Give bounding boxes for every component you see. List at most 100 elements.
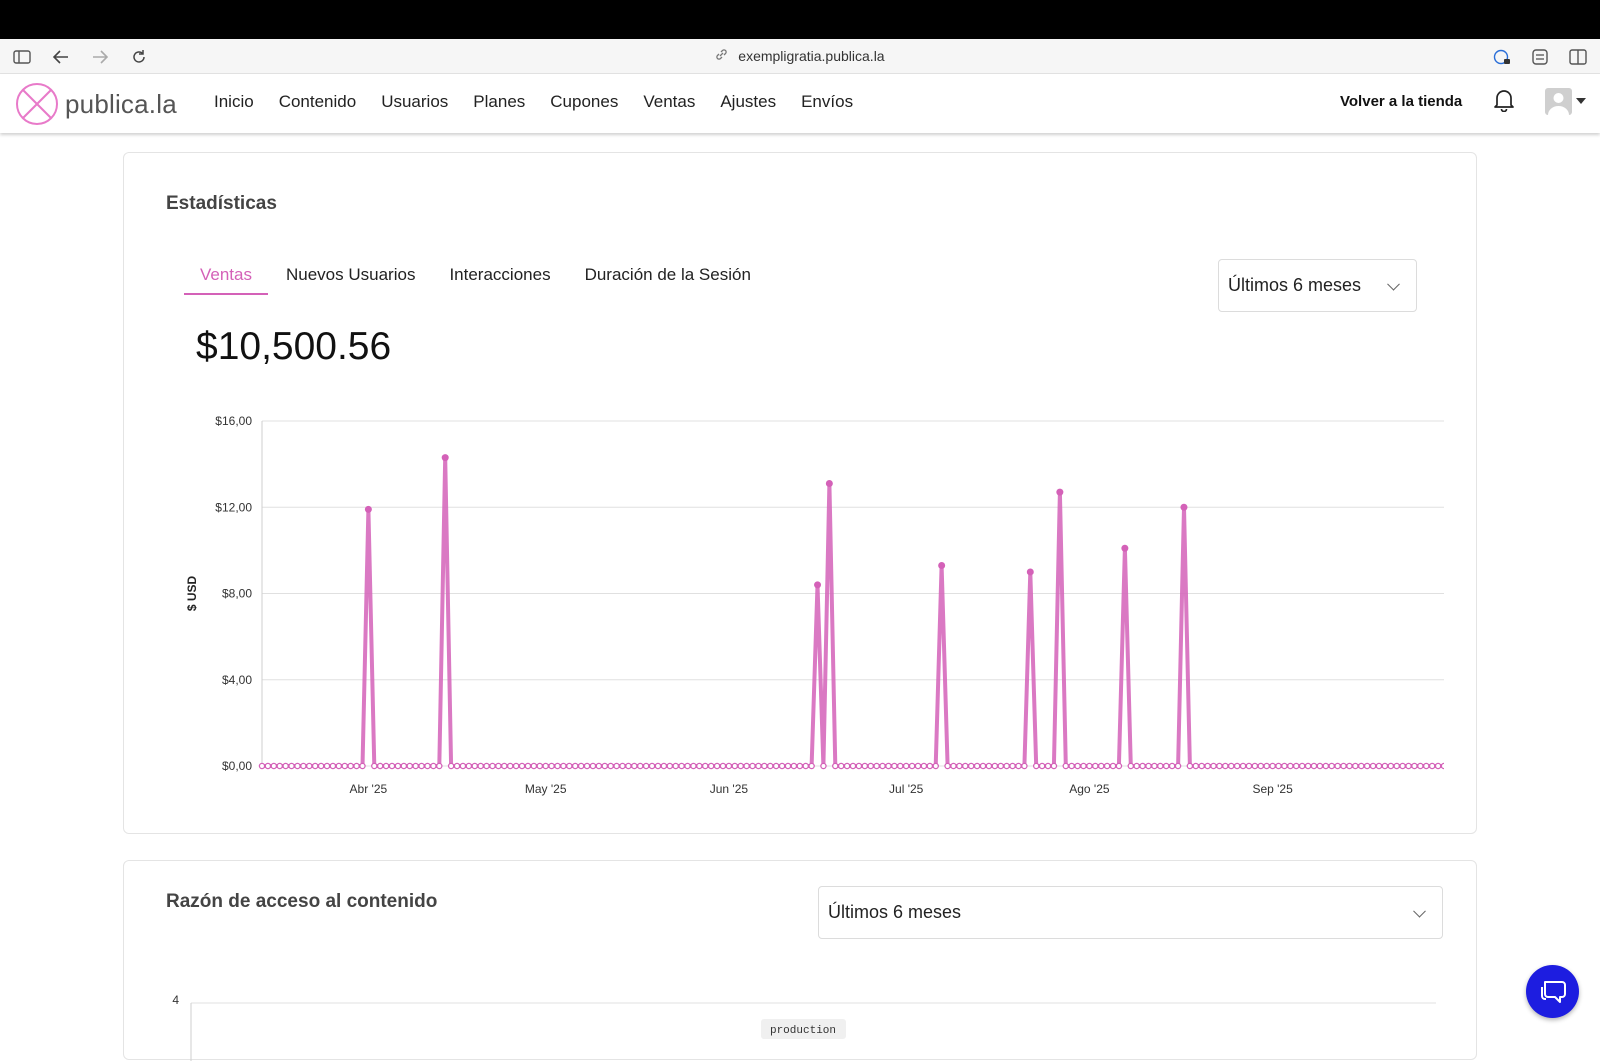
- zero-point: [1222, 762, 1229, 770]
- y-tick-label: $4,00: [222, 673, 252, 687]
- avatar[interactable]: [1545, 88, 1572, 115]
- zero-point: [489, 762, 496, 770]
- zero-point: [696, 762, 703, 770]
- zero-point: [843, 762, 851, 770]
- user-menu-caret-icon[interactable]: [1576, 98, 1586, 104]
- zero-point: [991, 762, 999, 770]
- zero-point: [920, 762, 928, 770]
- extensions-icon[interactable]: [1530, 47, 1550, 67]
- back-to-store-link[interactable]: Volver a la tienda: [1340, 93, 1463, 110]
- y-tick-label: $16,00: [215, 414, 252, 428]
- zero-point: [690, 762, 697, 770]
- zero-point: [1298, 762, 1306, 770]
- zero-point: [371, 762, 378, 770]
- tab-duracion-sesion[interactable]: Duración de la Sesión: [584, 265, 751, 284]
- zero-point: [311, 762, 319, 770]
- access-y-tick-label: 4: [172, 993, 179, 1007]
- zero-point: [1287, 762, 1294, 770]
- x-tick-label: May '25: [525, 782, 567, 796]
- zero-point: [512, 762, 520, 770]
- split-view-icon[interactable]: [1568, 47, 1588, 67]
- zero-point: [684, 762, 691, 770]
- zero-point: [394, 762, 402, 770]
- zero-point: [477, 762, 484, 770]
- zero-point: [1204, 762, 1211, 770]
- zero-point: [400, 762, 408, 770]
- zero-point: [1080, 762, 1087, 770]
- zero-point: [1328, 762, 1335, 770]
- access-reason-card: Razón de acceso al contenido Últimos 6 m…: [123, 860, 1477, 1061]
- zero-point: [932, 762, 939, 770]
- zero-point: [554, 762, 561, 770]
- nav-ventas[interactable]: Ventas: [643, 92, 696, 111]
- tab-interacciones[interactable]: Interacciones: [449, 265, 551, 284]
- tab-nuevos-usuarios[interactable]: Nuevos Usuarios: [286, 265, 416, 284]
- zero-point: [648, 762, 656, 770]
- sidebar-toggle-icon[interactable]: [12, 47, 32, 67]
- nav-cupones[interactable]: Cupones: [550, 92, 619, 111]
- data-point: [364, 505, 372, 513]
- stats-range-select[interactable]: Últimos 6 meses: [1218, 259, 1417, 312]
- forward-arrow-icon[interactable]: [90, 47, 110, 67]
- sales-total: $10,500.56: [196, 325, 392, 368]
- access-reason-title: Razón de acceso al contenido: [166, 891, 438, 912]
- zero-point: [1162, 762, 1170, 770]
- app-navbar: publica.la Inicio Contenido Usuarios Pla…: [0, 74, 1600, 133]
- zero-point: [1405, 762, 1412, 770]
- zero-point: [767, 762, 774, 770]
- nav-planes[interactable]: Planes: [473, 92, 526, 111]
- zero-point: [589, 762, 597, 770]
- nav-ajustes[interactable]: Ajustes: [720, 92, 777, 111]
- nav-inicio[interactable]: Inicio: [214, 92, 254, 111]
- zero-point: [376, 762, 384, 770]
- tab-ventas[interactable]: Ventas: [184, 265, 268, 295]
- x-tick-label: Abr '25: [350, 782, 388, 796]
- zero-point: [849, 762, 857, 770]
- chat-support-button[interactable]: [1526, 965, 1579, 1018]
- reload-icon[interactable]: [129, 47, 149, 67]
- zero-point: [436, 762, 443, 770]
- zero-point: [406, 762, 413, 770]
- password-manager-icon[interactable]: [1492, 47, 1512, 67]
- zero-point: [518, 762, 526, 770]
- zero-point: [306, 762, 313, 770]
- zero-point: [359, 762, 366, 770]
- brand-logo[interactable]: publica.la: [15, 82, 177, 126]
- zero-point: [1157, 762, 1164, 770]
- zero-point: [962, 762, 969, 770]
- x-tick-label: Jun '25: [710, 782, 749, 796]
- zero-point: [1097, 762, 1105, 770]
- zero-point: [329, 762, 337, 770]
- production-badge-bg: [761, 1019, 846, 1039]
- zero-point: [642, 762, 650, 770]
- back-arrow-icon[interactable]: [51, 47, 71, 67]
- zero-point: [453, 762, 461, 770]
- zero-point: [1227, 762, 1235, 770]
- bell-icon[interactable]: [1493, 88, 1515, 117]
- zero-point: [1381, 762, 1389, 770]
- zero-point: [341, 762, 348, 770]
- publica-logo-icon: [16, 83, 58, 125]
- x-tick-label: Sep '25: [1252, 782, 1293, 796]
- access-range-select[interactable]: Últimos 6 meses: [818, 886, 1443, 939]
- zero-point: [300, 762, 307, 770]
- zero-point: [908, 762, 916, 770]
- zero-point: [1334, 762, 1341, 770]
- zero-point: [524, 762, 532, 770]
- zero-point: [1133, 762, 1140, 770]
- nav-contenido[interactable]: Contenido: [278, 92, 357, 111]
- zero-point: [743, 762, 750, 770]
- nav-envios[interactable]: Envíos: [801, 92, 854, 111]
- zero-point: [636, 762, 644, 770]
- zero-point: [501, 762, 508, 770]
- zero-point: [1032, 762, 1040, 770]
- nav-usuarios[interactable]: Usuarios: [381, 92, 449, 111]
- zero-point: [967, 762, 975, 770]
- zero-point: [323, 762, 331, 770]
- address-bar[interactable]: exempligratia.publica.la: [0, 48, 1600, 64]
- zero-point: [1174, 762, 1182, 770]
- zero-point: [483, 762, 490, 770]
- zero-point: [985, 762, 993, 770]
- zero-point: [1363, 762, 1371, 770]
- zero-point: [1210, 762, 1217, 770]
